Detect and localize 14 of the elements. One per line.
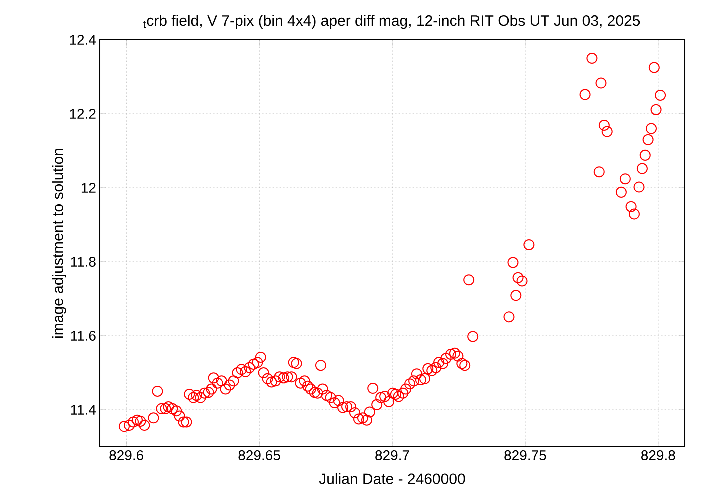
y-tick-label: 11.6 <box>71 331 96 341</box>
x-axis-title: Julian Date - 2460000 <box>319 473 466 484</box>
y-tick-label: 12.4 <box>70 35 96 45</box>
y-axis-title: image adjustment to solution <box>52 149 66 338</box>
x-tick-label: 829.65 <box>238 450 280 460</box>
x-tick-label: 829.6 <box>110 450 144 460</box>
y-tick-label: 12 <box>82 183 96 193</box>
chart-title: $_{t}$crb field, V 7-pix (bin 4x4) aper diff mag, 12-inch RIT Obs UT Jun 03, 2025 <box>143 15 640 30</box>
x-tick-label: 829.8 <box>642 450 676 460</box>
y-tick-label: 11.8 <box>71 257 96 267</box>
x-tick-label: 829.7 <box>376 450 410 460</box>
y-tick-label: 12.2 <box>70 109 96 119</box>
x-tick-label: 829.75 <box>504 450 546 460</box>
y-tick-label: 11.4 <box>71 405 96 415</box>
